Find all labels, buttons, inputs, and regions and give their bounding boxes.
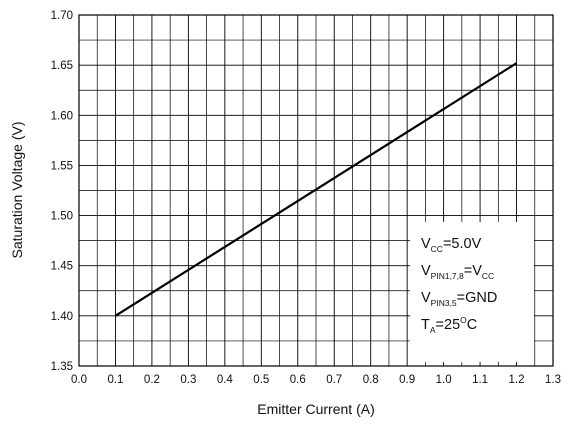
x-tick-label: 0.8 (363, 374, 379, 386)
x-tick-label: 0.3 (180, 374, 196, 386)
condition-line: VPIN3,5=GND (421, 290, 497, 308)
x-tick-label: 1.3 (545, 374, 561, 386)
y-axis-label: Saturation Voltage (V) (9, 122, 25, 259)
y-tick-label: 1.50 (51, 211, 73, 223)
y-tick-label: 1.65 (51, 60, 73, 72)
x-tick-label: 0.2 (144, 374, 160, 386)
y-tick-label: 1.55 (51, 160, 73, 172)
conditions-box: VCC=5.0V VPIN1,7,8=VCC VPIN3,5=GND TA=25OC (410, 222, 534, 362)
x-tick-label: 0.9 (399, 374, 415, 386)
series-group (114, 62, 518, 317)
conditions-box-background (410, 222, 534, 362)
condition-line: VPIN1,7,8=VCC (421, 263, 494, 281)
x-tick-label: 1.2 (509, 374, 525, 386)
x-tick-label: 1.1 (472, 374, 488, 386)
y-tick-label: 1.40 (51, 311, 73, 323)
conditions-lines: VCC=5.0V VPIN1,7,8=VCC VPIN3,5=GND TA=25OC (421, 236, 497, 335)
x-tick-label: 1.0 (436, 374, 452, 386)
condition-line: TA=25OC (421, 315, 477, 335)
y-tick-label: 1.35 (51, 361, 73, 373)
y-tick-label: 1.60 (51, 110, 73, 122)
x-tick-labels: 0.0 0.1 0.2 0.3 0.4 0.5 0.6 0.7 0.8 0.9 1.0 1.1 1.2 1… (71, 374, 561, 386)
y-tick-label: 1.45 (51, 261, 73, 273)
x-tick-label: 0.0 (71, 374, 87, 386)
x-axis-label: Emitter Current (A) (257, 401, 374, 417)
plot-frame (78, 14, 554, 367)
x-tick-label: 0.6 (290, 374, 306, 386)
x-tick-label: 0.5 (253, 374, 269, 386)
major-grid (78, 14, 554, 367)
condition-line: VCC=5.0V (421, 236, 482, 254)
series-line (114, 62, 518, 317)
x-tick-label: 0.1 (107, 374, 123, 386)
x-tick-label: 0.7 (326, 374, 342, 386)
x-tick-label: 0.4 (217, 374, 234, 386)
y-tick-label: 1.70 (51, 10, 73, 22)
y-tick-labels: 1.35 1.40 1.45 1.50 1.55 1.60 1.65 1.70 (51, 10, 73, 373)
